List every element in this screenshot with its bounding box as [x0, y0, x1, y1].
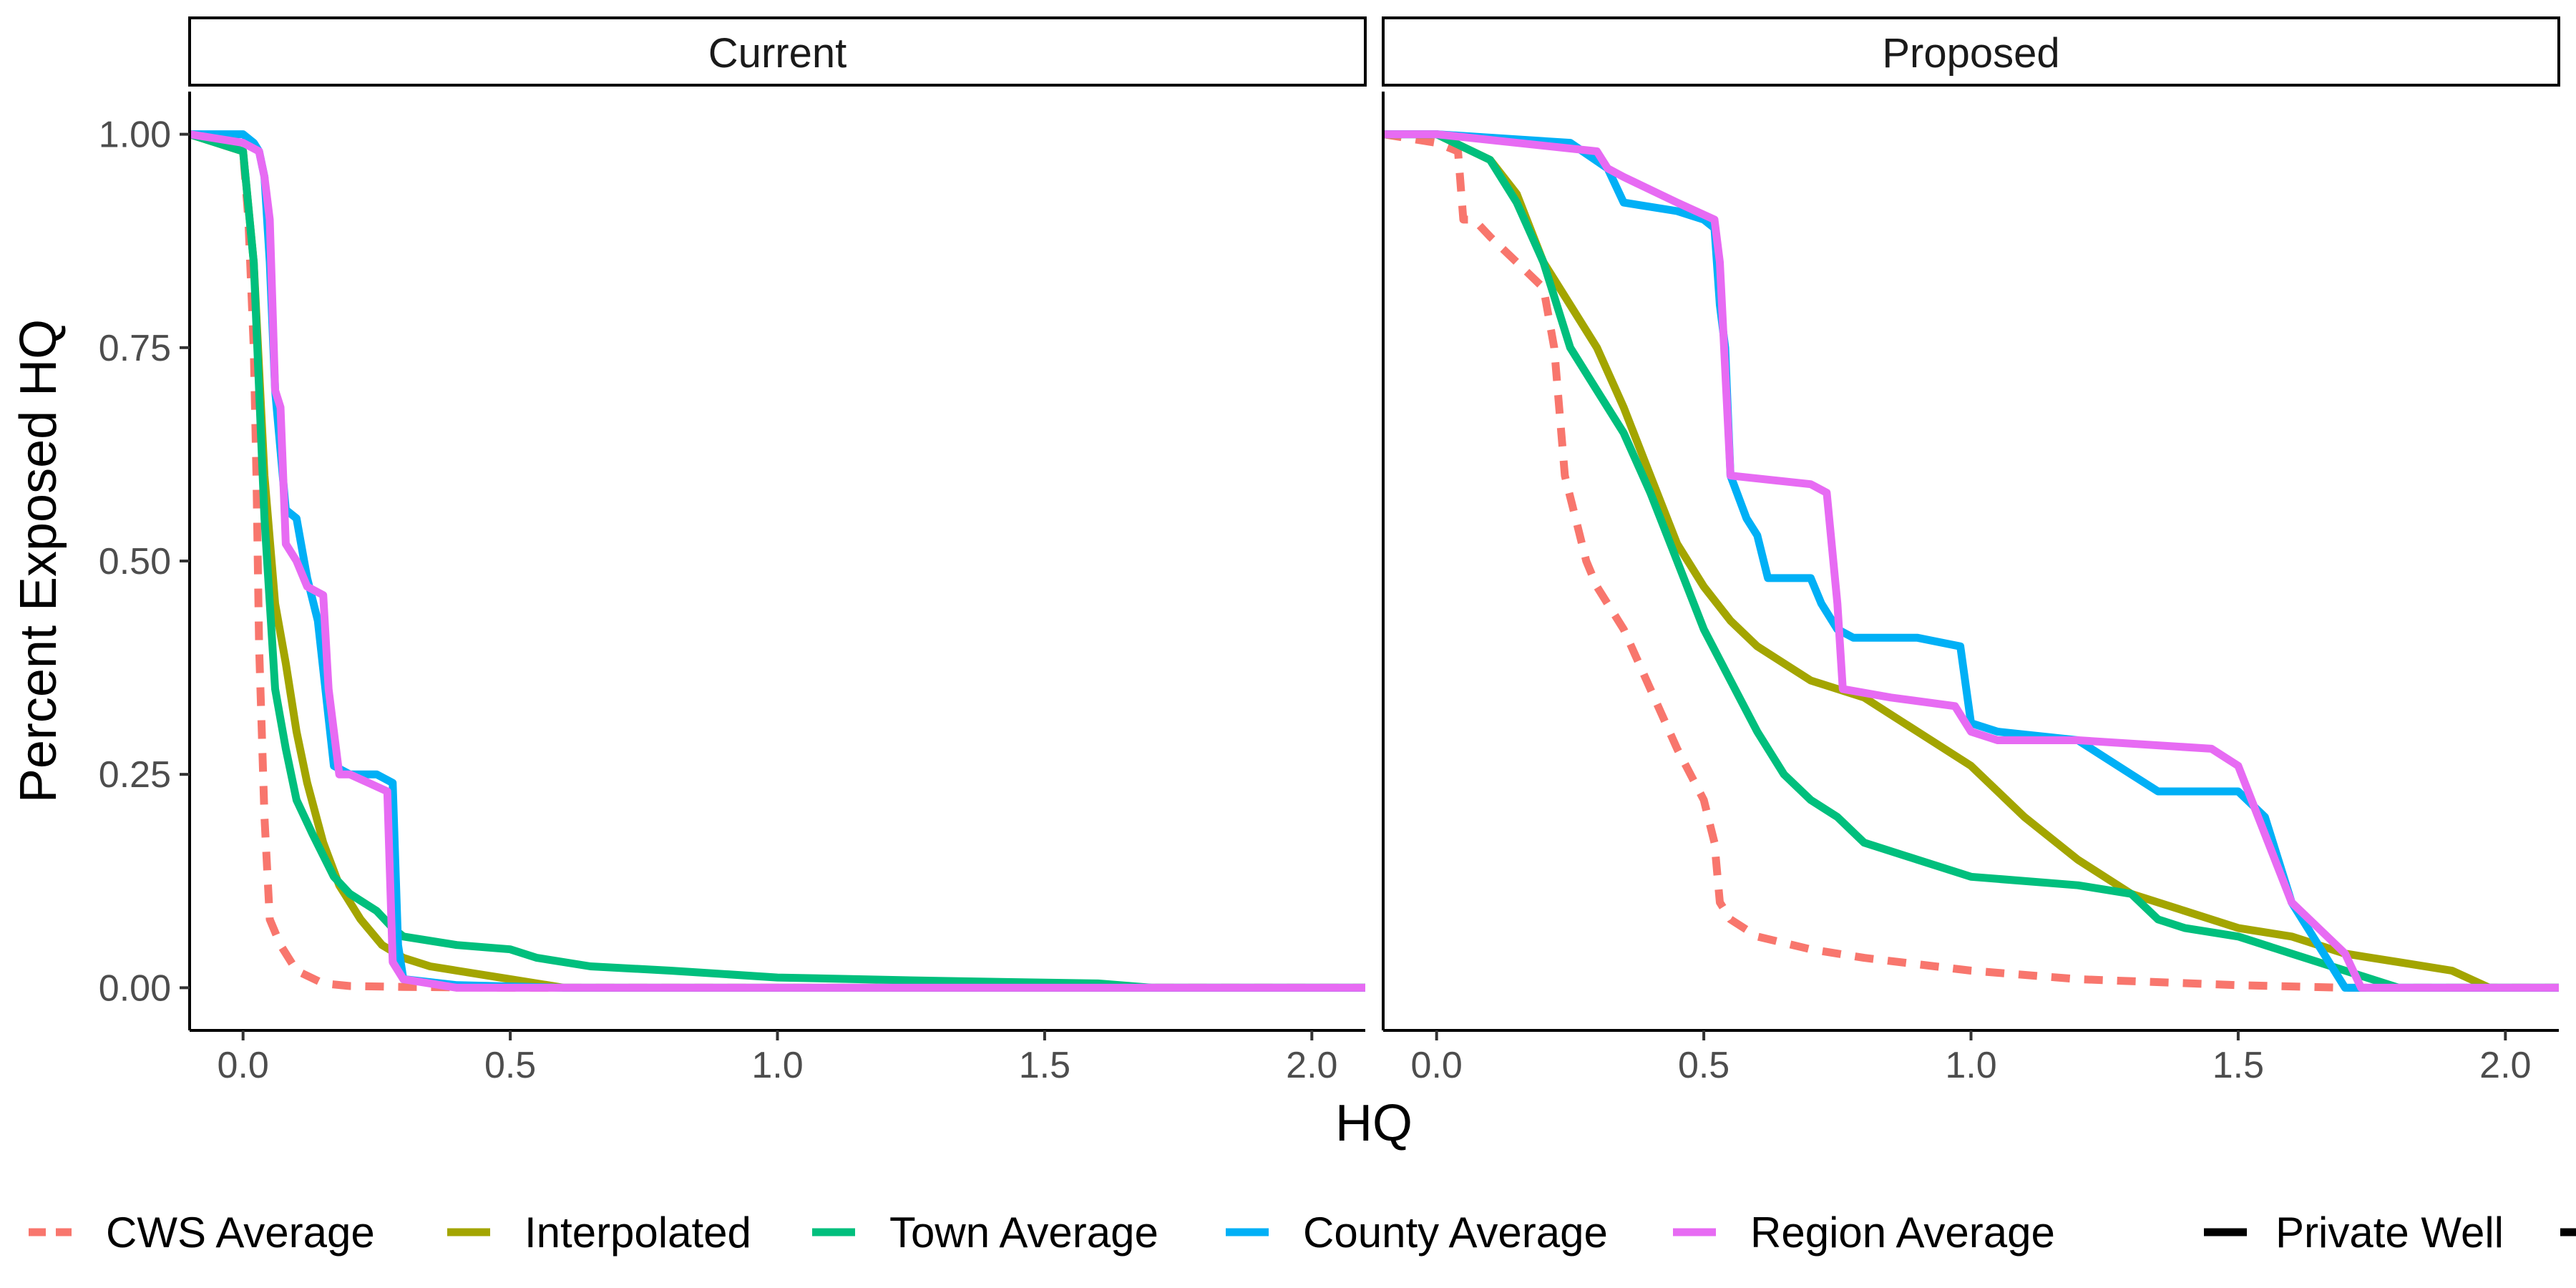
panel-current: Current 0.0 0.5 1.0 1.5 2.0 0.00 0.25 0.50 0.75… — [99, 16, 1367, 1086]
strip-current — [188, 16, 1367, 87]
legend-label-town-average: Town Average — [889, 1209, 1158, 1257]
y-tick-label: 1.00 — [99, 114, 171, 156]
y-tick-label: 0.50 — [99, 541, 171, 582]
strip-label-proposed: Proposed — [1882, 30, 2059, 77]
plot-area-proposed — [1382, 130, 2559, 992]
y-tick-label: 0.75 — [99, 328, 171, 369]
x-tick-label: 1.0 — [751, 1045, 803, 1086]
strip-proposed — [1382, 16, 2560, 87]
legend: CWS Average Interpolated Town Average Count… — [29, 1209, 2576, 1257]
series-line-town-average-current — [188, 130, 1365, 992]
x-tick-label: 2.0 — [1286, 1045, 1337, 1086]
legend-label-cws-average: CWS Average — [106, 1209, 375, 1257]
plot-area-current — [188, 130, 1365, 992]
y-axis-title: Percent Exposed HQ — [10, 319, 67, 803]
x-tick-label: 1.0 — [1945, 1045, 1996, 1086]
legend-label-county-average: County Average — [1303, 1209, 1608, 1257]
series-line-interpolated-proposed — [1383, 130, 2559, 992]
y-tick-label: 0.00 — [99, 967, 171, 1009]
x-tick-label: 1.5 — [2212, 1045, 2264, 1086]
x-ticks-current: 0.0 0.5 1.0 1.5 2.0 — [218, 1030, 1337, 1086]
series-line-county-average-proposed — [1383, 130, 2559, 992]
strip-label-current: Current — [708, 30, 847, 77]
x-axis-title: HQ — [1335, 1095, 1413, 1152]
series-line-county-average-current — [190, 130, 1365, 992]
series-line-region-average-proposed — [1383, 130, 2559, 992]
x-ticks-proposed: 0.0 0.5 1.0 1.5 2.0 — [1411, 1030, 2531, 1086]
y-ticks-current: 0.00 0.25 0.50 0.75 1.00 — [99, 114, 190, 1009]
legend-label-region-average: Region Average — [1750, 1209, 2055, 1257]
y-tick-label: 0.25 — [99, 754, 171, 796]
x-tick-label: 2.0 — [2479, 1045, 2531, 1086]
x-tick-label: 0.5 — [1678, 1045, 1729, 1086]
x-tick-label: 0.0 — [1411, 1045, 1463, 1086]
x-tick-label: 0.0 — [218, 1045, 269, 1086]
legend-label-private-well: Private Well — [2275, 1209, 2504, 1257]
panel-proposed: Proposed 0.0 0.5 1.0 1.5 2.0 — [1382, 16, 2560, 1086]
series-line-cws-average-proposed — [1382, 130, 2559, 992]
series-line-cws-average-current — [188, 130, 1365, 992]
x-tick-label: 0.5 — [484, 1045, 536, 1086]
x-tick-label: 1.5 — [1019, 1045, 1070, 1086]
series-line-interpolated-current — [188, 130, 1365, 992]
series-line-region-average-current — [189, 130, 1365, 992]
series-line-town-average-proposed — [1383, 130, 2559, 992]
legend-label-interpolated: Interpolated — [525, 1209, 751, 1257]
